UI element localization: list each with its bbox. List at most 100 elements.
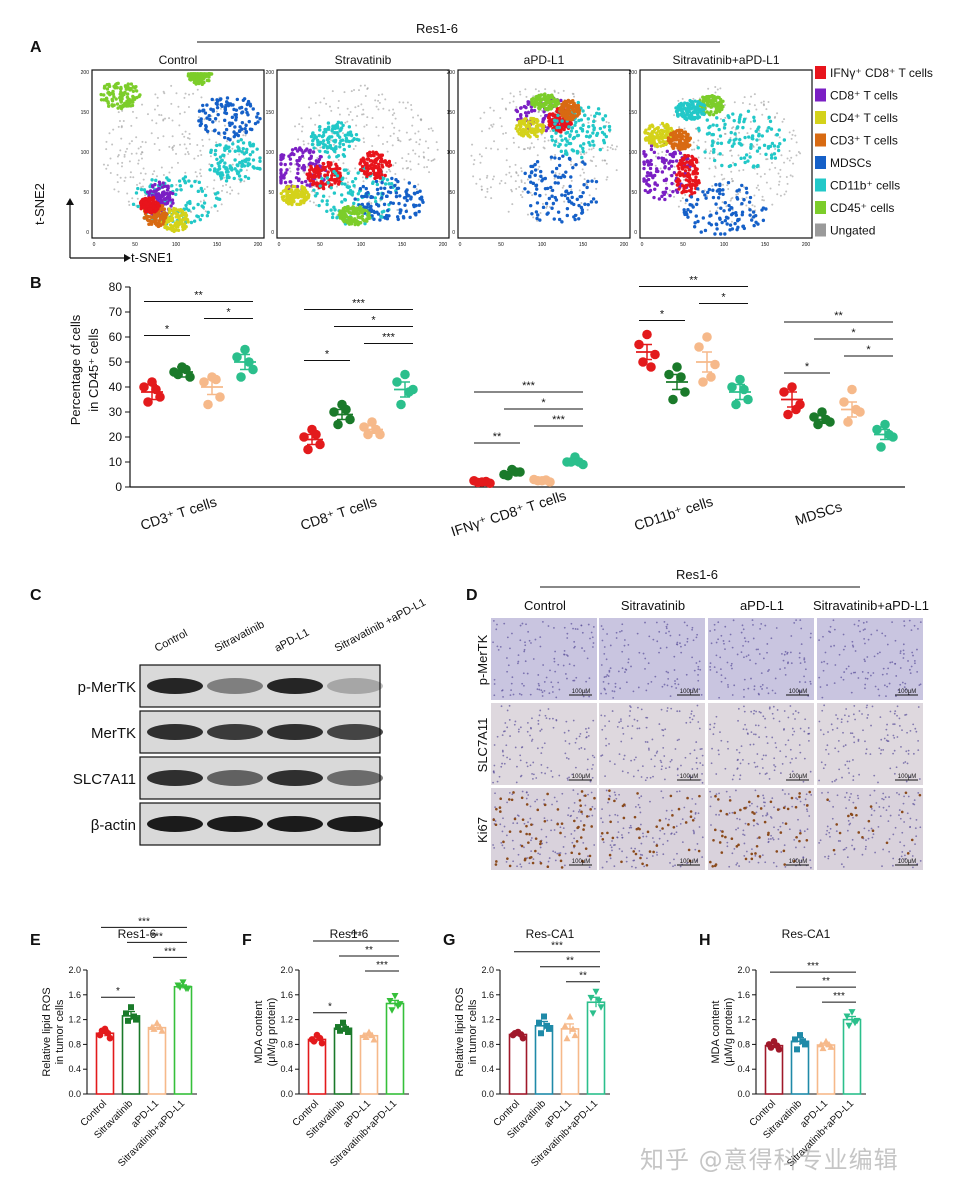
ungated-dot — [410, 104, 413, 107]
cluster-dot — [282, 198, 286, 202]
blot-row-label-3: β-actin — [91, 817, 136, 834]
cluster-dot — [667, 161, 671, 165]
ungated-dot — [491, 125, 494, 128]
ungated-dot — [547, 139, 550, 142]
ungated-dot — [514, 163, 517, 166]
tsne-plot-title: Sitravatinib+aPD-L1 — [672, 53, 779, 67]
cluster-dot — [165, 176, 169, 180]
cluster-dot — [157, 222, 162, 226]
ungated-dot — [294, 163, 297, 166]
cluster-dot — [328, 163, 333, 167]
cluster-dot — [371, 169, 376, 173]
cluster-dot — [733, 221, 737, 226]
cluster-dot — [697, 181, 701, 185]
cluster-dot — [752, 115, 756, 120]
cluster-dot — [751, 137, 755, 141]
cluster-dot — [318, 128, 322, 132]
cluster-dot — [295, 187, 300, 192]
cluster-dot — [560, 138, 564, 142]
ungated-dot — [300, 130, 303, 133]
cluster-dot — [170, 183, 174, 188]
ungated-dot — [779, 194, 782, 197]
ungated-dot — [218, 120, 221, 123]
cluster-dot — [556, 102, 560, 106]
cluster-dot — [648, 124, 652, 128]
ungated-dot — [573, 95, 576, 98]
ungated-dot — [750, 95, 753, 98]
legend-swatch — [815, 178, 826, 192]
cluster-dot — [405, 198, 409, 203]
ungated-dot — [416, 114, 419, 117]
cluster-dot — [282, 176, 286, 180]
ungated-dot — [160, 114, 163, 117]
cluster-dot — [224, 127, 229, 132]
ungated-dot — [393, 112, 396, 115]
cluster-dot — [703, 228, 708, 233]
cluster-dot — [393, 183, 397, 188]
ungated-dot — [289, 170, 292, 173]
cluster-dot — [584, 134, 589, 139]
panel-b-y-tick-label: 0 — [115, 480, 122, 494]
cluster-dot — [330, 178, 334, 182]
ungated-dot — [309, 200, 312, 203]
cluster-dot — [369, 195, 373, 199]
ungated-dot — [158, 113, 161, 116]
ungated-dot — [714, 85, 717, 88]
tsne1-arrowhead — [124, 254, 131, 262]
ungated-dot — [130, 140, 133, 143]
cluster-dot — [745, 191, 749, 195]
cluster-dot — [667, 167, 671, 171]
cluster-dot — [279, 168, 283, 172]
cluster-dot — [301, 187, 306, 191]
cluster-dot — [651, 175, 655, 180]
ungated-dot — [199, 200, 202, 203]
cluster-dot — [297, 158, 301, 163]
cluster-dot — [235, 97, 240, 102]
cluster-dot — [308, 148, 312, 153]
cluster-dot — [218, 143, 222, 147]
ungated-dot — [791, 175, 794, 178]
ungated-dot — [436, 148, 439, 151]
cluster-dot — [153, 182, 157, 187]
ungated-dot — [129, 176, 132, 179]
tsne-y-tick: 50 — [83, 190, 89, 196]
cluster-dot — [136, 204, 140, 209]
cluster-dot — [601, 118, 605, 122]
ungated-dot — [550, 158, 553, 161]
cluster-dot — [750, 218, 754, 222]
ungated-dot — [238, 153, 241, 156]
cluster-dot — [656, 156, 661, 160]
cluster-dot — [350, 219, 354, 224]
ungated-dot — [515, 105, 518, 108]
cluster-dot — [178, 184, 182, 188]
cluster-dot — [671, 136, 676, 140]
ungated-dot — [505, 173, 508, 176]
blot-band — [267, 678, 323, 694]
cluster-dot — [740, 183, 744, 188]
cluster-dot — [556, 113, 560, 118]
cluster-dot — [99, 92, 103, 97]
cluster-dot — [568, 184, 572, 189]
cluster-dot — [209, 148, 213, 153]
cluster-dot — [581, 123, 585, 128]
ungated-dot — [721, 178, 724, 181]
ungated-dot — [755, 186, 758, 189]
ungated-dot — [473, 158, 476, 161]
ungated-dot — [363, 84, 366, 87]
cluster-dot — [330, 135, 334, 139]
cluster-dot — [748, 195, 753, 200]
tsne-y-tick: 200 — [447, 70, 456, 76]
ungated-dot — [488, 127, 491, 130]
ihc-column-label-0: Control — [524, 598, 566, 613]
cluster-dot — [223, 146, 227, 150]
cluster-dot — [571, 165, 575, 170]
panel-b-y-tick-label: 10 — [109, 455, 123, 469]
cluster-dot — [705, 118, 709, 122]
ungated-dot — [723, 132, 726, 135]
cluster-dot — [685, 165, 689, 169]
cluster-dot — [295, 202, 299, 206]
cluster-dot — [684, 116, 688, 120]
cluster-dot — [343, 206, 348, 210]
cluster-dot — [725, 222, 729, 226]
cluster-dot — [116, 106, 120, 110]
